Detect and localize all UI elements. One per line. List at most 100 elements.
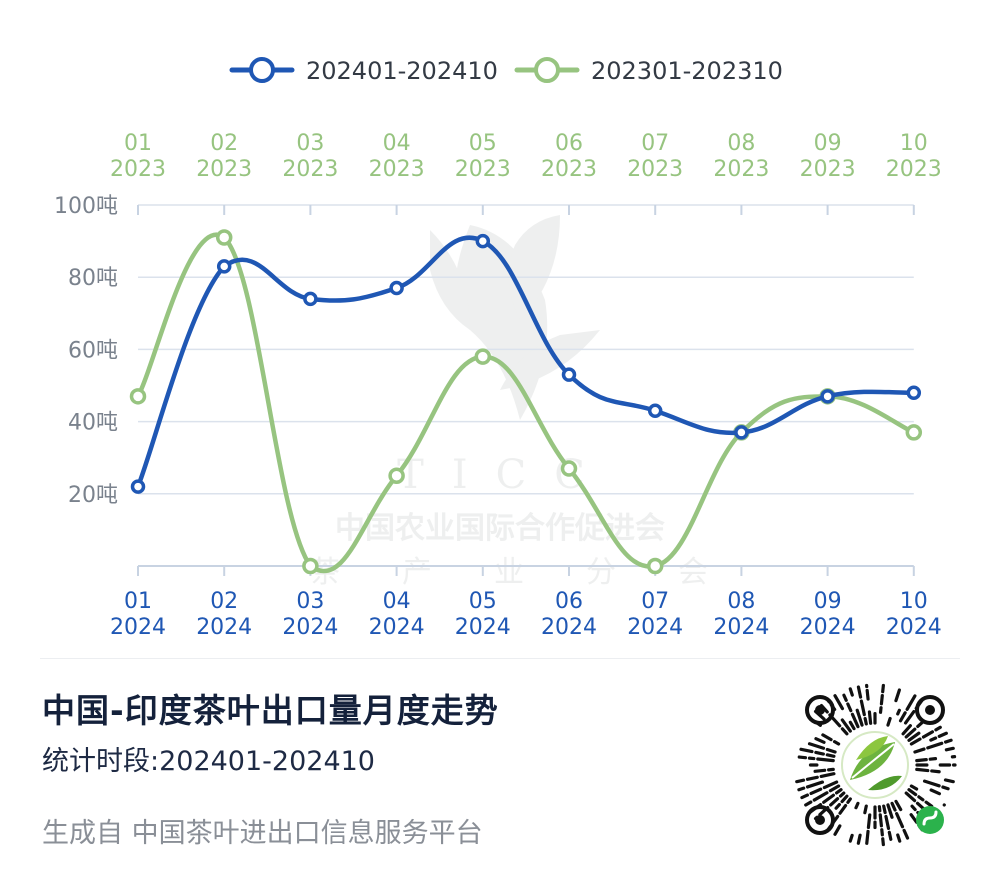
x-tick-label-bottom-month: 04 xyxy=(383,589,411,614)
qr-module xyxy=(878,813,883,828)
qr-module xyxy=(879,694,884,706)
qr-module xyxy=(866,813,872,830)
x-tick-label-bottom-month: 07 xyxy=(641,589,669,614)
x-tick-label-top-month: 08 xyxy=(727,131,755,156)
x-tick-label-bottom-month: 05 xyxy=(469,589,497,614)
qr-module xyxy=(856,833,862,845)
qr-module xyxy=(797,755,808,760)
x-tick-label-bottom-month: 06 xyxy=(555,589,583,614)
qr-module xyxy=(896,708,901,716)
qr-module xyxy=(850,712,860,729)
qr-module xyxy=(884,814,891,830)
qr-module xyxy=(944,746,955,752)
watermark-org-abbr: TICC xyxy=(397,452,613,498)
qr-module xyxy=(812,791,829,802)
x-tick-label-top-year: 2023 xyxy=(110,157,166,182)
ticc-watermark-logo xyxy=(430,215,600,420)
qr-module xyxy=(848,720,856,731)
qr-module xyxy=(804,800,813,807)
x-tick-label-top-year: 2023 xyxy=(196,157,252,182)
grid-lines xyxy=(137,204,915,576)
qr-module xyxy=(895,812,905,829)
x-tick-label-top-month: 02 xyxy=(210,131,238,156)
qr-module xyxy=(909,813,919,824)
x-tick-label-top-month: 07 xyxy=(641,131,669,156)
x-tick-label-top-month: 05 xyxy=(469,131,497,156)
y-tick-label: 60吨 xyxy=(68,338,118,363)
qr-module xyxy=(909,784,919,791)
data-point-2023 xyxy=(560,460,578,477)
x-tick-label-top-year: 2023 xyxy=(713,157,769,182)
qr-module xyxy=(859,699,866,717)
qr-module xyxy=(907,788,918,797)
y-tick-label: 20吨 xyxy=(68,483,118,508)
y-axis: 20吨 40吨 60吨 80吨 100吨 xyxy=(54,194,118,508)
x-tick-label-bottom-month: 10 xyxy=(900,589,928,614)
qr-module xyxy=(846,702,853,713)
watermark-branch-text: 茶产业分会 xyxy=(310,555,708,590)
qr-module xyxy=(838,803,848,815)
qr-module xyxy=(822,780,839,790)
qr-module xyxy=(890,801,897,812)
qr-module xyxy=(825,753,836,758)
x-tick-label-bottom-year: 2024 xyxy=(886,615,942,640)
x-tick-label-top-month: 06 xyxy=(555,131,583,156)
tea-leaf-logo-icon xyxy=(841,731,909,799)
qr-module xyxy=(943,778,955,784)
qr-module xyxy=(922,779,941,788)
legend-label-2024: 202401-202410 xyxy=(306,57,498,85)
qr-module xyxy=(928,757,938,761)
x-tick-label-top-year: 2023 xyxy=(800,157,856,182)
qr-module xyxy=(807,742,826,750)
qr-module xyxy=(863,716,868,726)
qr-module xyxy=(855,708,864,727)
qr-module xyxy=(915,767,930,773)
qr-module xyxy=(909,737,922,746)
qr-module xyxy=(929,788,942,796)
qr-module xyxy=(822,793,835,804)
qr-module xyxy=(867,710,873,725)
qr-module xyxy=(848,833,854,843)
chart-subtitle: 统计时段:202401-202410 xyxy=(42,746,375,777)
x-tick-label-bottom-month: 09 xyxy=(814,589,842,614)
qr-module xyxy=(907,731,921,742)
data-point-2023 xyxy=(388,467,405,484)
qr-module xyxy=(901,724,912,736)
x-tick-label-top-year: 2023 xyxy=(455,157,511,182)
x-tick-label-bottom-year: 2024 xyxy=(455,615,511,640)
x-tick-label-bottom-year: 2024 xyxy=(369,615,425,640)
qr-module xyxy=(838,791,846,798)
qr-module xyxy=(915,758,928,763)
watermark-branch-char: 分 xyxy=(586,555,616,590)
x-tick-label-top-year: 2023 xyxy=(627,157,683,182)
qr-module xyxy=(816,757,835,763)
qr-finder-top-right xyxy=(915,695,945,725)
data-point-2024 xyxy=(647,403,663,419)
data-point-2023 xyxy=(302,557,319,575)
watermark-branch-char: 业 xyxy=(494,555,524,590)
watermark-branch-char: 产 xyxy=(402,555,432,590)
qr-module xyxy=(881,837,885,847)
x-axis-bottom: 0120240220240320240420240520240620240720… xyxy=(110,589,942,640)
x-tick-label-bottom-month: 02 xyxy=(210,589,238,614)
qr-module xyxy=(846,797,852,804)
x-axis-top: 0120230220230320230420230520230620230720… xyxy=(110,131,942,182)
qr-finder-top-left xyxy=(805,695,835,725)
legend-item-2024: 202401-202410 xyxy=(229,57,498,85)
legend-marker-2023 xyxy=(534,57,560,83)
qr-module xyxy=(941,785,950,791)
qr-module xyxy=(825,747,837,754)
qr-module xyxy=(829,797,840,807)
x-tick-label-bottom-year: 2024 xyxy=(800,615,856,640)
qr-module xyxy=(905,694,917,711)
qr-module xyxy=(934,725,942,732)
qr-module xyxy=(835,788,843,795)
qr-code-icon[interactable] xyxy=(790,680,960,850)
legend-item-2023: 202301-202310 xyxy=(514,57,783,85)
x-tick-label-bottom-year: 2024 xyxy=(627,615,683,640)
qr-module xyxy=(848,687,854,697)
qr-module xyxy=(886,803,894,819)
qr-module xyxy=(842,693,848,702)
x-tick-label-bottom-year: 2024 xyxy=(541,615,597,640)
qr-module xyxy=(887,830,893,841)
